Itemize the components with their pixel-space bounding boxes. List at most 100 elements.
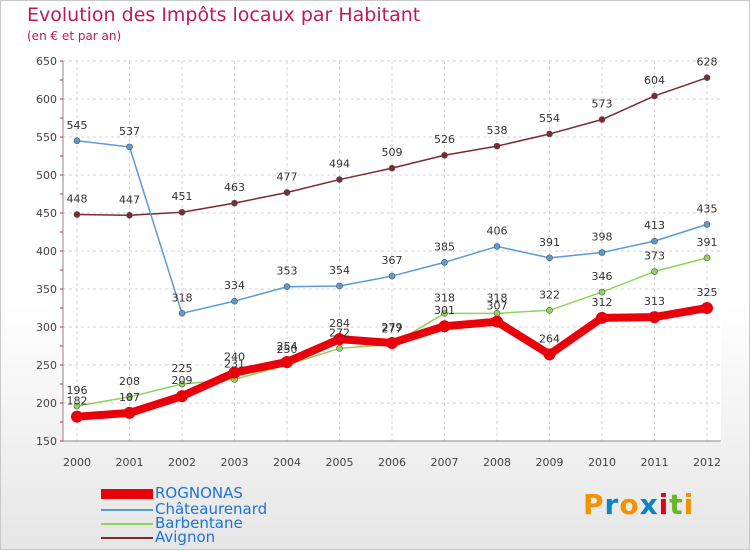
x-tick-label: 2010 xyxy=(588,456,616,469)
data-label-barbentane: 391 xyxy=(697,236,718,249)
data-point-rognonas xyxy=(228,366,241,379)
data-label-barbentane: 231 xyxy=(224,357,245,370)
data-label-chteaurenard: 545 xyxy=(67,119,88,132)
data-label-avignon: 448 xyxy=(67,193,88,206)
y-tick-label: 350 xyxy=(36,283,57,296)
x-tick-label: 2009 xyxy=(536,456,564,469)
data-point-chteaurenard xyxy=(178,310,186,317)
y-tick-label: 550 xyxy=(36,131,57,144)
data-label-avignon: 451 xyxy=(172,190,193,203)
data-point-chteaurenard xyxy=(493,243,501,250)
legend-label-avignon: Avignon xyxy=(155,528,216,546)
data-label-chteaurenard: 435 xyxy=(697,202,718,215)
y-tick-label: 450 xyxy=(36,207,57,220)
y-tick-label: 500 xyxy=(36,169,57,182)
data-point-avignon xyxy=(703,74,711,82)
data-point-chteaurenard xyxy=(546,254,553,262)
data-label-chteaurenard: 354 xyxy=(329,264,350,277)
data-point-chteaurenard xyxy=(598,249,606,256)
data-point-rognonas xyxy=(648,311,661,324)
data-point-avignon xyxy=(441,151,448,159)
data-label-barbentane: 373 xyxy=(644,250,665,263)
data-point-avignon xyxy=(388,164,396,172)
data-point-avignon xyxy=(336,176,343,183)
data-point-chteaurenard xyxy=(73,137,81,145)
data-label-barbentane: 322 xyxy=(539,288,560,301)
y-tick-label: 300 xyxy=(36,321,57,334)
data-label-rognonas: 325 xyxy=(697,286,718,299)
proxiti-logo: Proxiti xyxy=(583,488,694,521)
y-tick-label: 650 xyxy=(36,55,57,68)
data-label-barbentane: 346 xyxy=(592,270,613,283)
data-label-barbentane: 225 xyxy=(172,362,193,375)
data-point-barbentane xyxy=(336,344,343,352)
data-point-barbentane xyxy=(73,402,81,410)
data-point-chteaurenard xyxy=(336,282,343,290)
data-point-avignon xyxy=(546,130,553,138)
data-point-chteaurenard xyxy=(231,297,238,305)
logo-letter: o xyxy=(619,488,640,521)
data-label-chteaurenard: 334 xyxy=(224,279,245,292)
data-point-avignon xyxy=(493,142,501,150)
x-tick-label: 2004 xyxy=(273,456,301,469)
data-label-rognonas: 254 xyxy=(277,340,298,353)
logo-letter: P xyxy=(583,488,605,521)
data-label-rognonas: 182 xyxy=(67,395,88,408)
data-label-avignon: 604 xyxy=(644,74,665,87)
data-label-avignon: 447 xyxy=(119,193,140,206)
y-tick-label: 600 xyxy=(36,93,57,106)
legend-swatch-rognonas xyxy=(101,489,153,499)
x-tick-label: 2005 xyxy=(326,456,354,469)
data-label-rognonas: 313 xyxy=(644,295,665,308)
data-point-chteaurenard xyxy=(126,143,133,151)
data-point-rognonas xyxy=(386,336,398,349)
y-tick-label: 400 xyxy=(36,245,57,258)
data-label-rognonas: 284 xyxy=(329,317,350,330)
data-label-rognonas: 307 xyxy=(487,300,508,313)
x-tick-label: 2012 xyxy=(693,456,721,469)
data-label-barbentane: 318 xyxy=(487,291,508,304)
data-point-barbentane xyxy=(126,393,133,401)
data-point-avignon xyxy=(651,92,658,100)
data-label-avignon: 494 xyxy=(329,158,350,171)
data-point-chteaurenard xyxy=(651,237,658,245)
data-label-avignon: 554 xyxy=(539,112,560,125)
data-label-avignon: 463 xyxy=(224,181,245,194)
chart-subtitle: (en € et par an) xyxy=(27,29,122,43)
y-tick-label: 150 xyxy=(36,435,57,448)
data-label-avignon: 509 xyxy=(382,146,403,159)
data-point-rognonas xyxy=(281,355,293,368)
data-label-barbentane: 277 xyxy=(382,322,403,335)
data-label-avignon: 526 xyxy=(434,133,455,146)
data-point-avignon xyxy=(178,208,186,216)
data-label-avignon: 477 xyxy=(277,170,298,183)
data-point-chteaurenard xyxy=(703,221,711,228)
data-point-avignon xyxy=(73,211,81,218)
data-label-barbentane: 318 xyxy=(434,291,455,304)
legend-swatch-avignon xyxy=(101,537,153,539)
data-label-chteaurenard: 398 xyxy=(592,231,613,244)
chart-title: Evolution des Impôts locaux par Habitant xyxy=(27,4,421,26)
x-tick-label: 2002 xyxy=(168,456,196,469)
logo-letter: i xyxy=(683,488,695,521)
legend-label-chateaurenard: Châteaurenard xyxy=(155,500,268,518)
data-point-barbentane xyxy=(546,306,553,314)
data-point-rognonas xyxy=(71,410,83,423)
data-point-barbentane xyxy=(703,254,711,262)
data-label-barbentane: 250 xyxy=(277,343,298,356)
logo-letter: r xyxy=(604,488,620,521)
x-tick-label: 2003 xyxy=(221,456,249,469)
data-label-chteaurenard: 353 xyxy=(277,265,298,278)
data-point-chteaurenard xyxy=(441,259,448,266)
data-point-barbentane xyxy=(598,288,606,296)
data-label-avignon: 573 xyxy=(592,98,613,111)
data-point-barbentane xyxy=(178,380,186,388)
data-label-barbentane: 272 xyxy=(329,326,350,339)
data-label-rognonas: 312 xyxy=(592,296,613,309)
data-label-avignon: 538 xyxy=(487,124,508,137)
data-label-rognonas: 279 xyxy=(382,321,403,334)
data-label-chteaurenard: 391 xyxy=(539,236,560,249)
data-label-chteaurenard: 406 xyxy=(487,224,508,237)
data-label-avignon: 628 xyxy=(697,56,718,69)
